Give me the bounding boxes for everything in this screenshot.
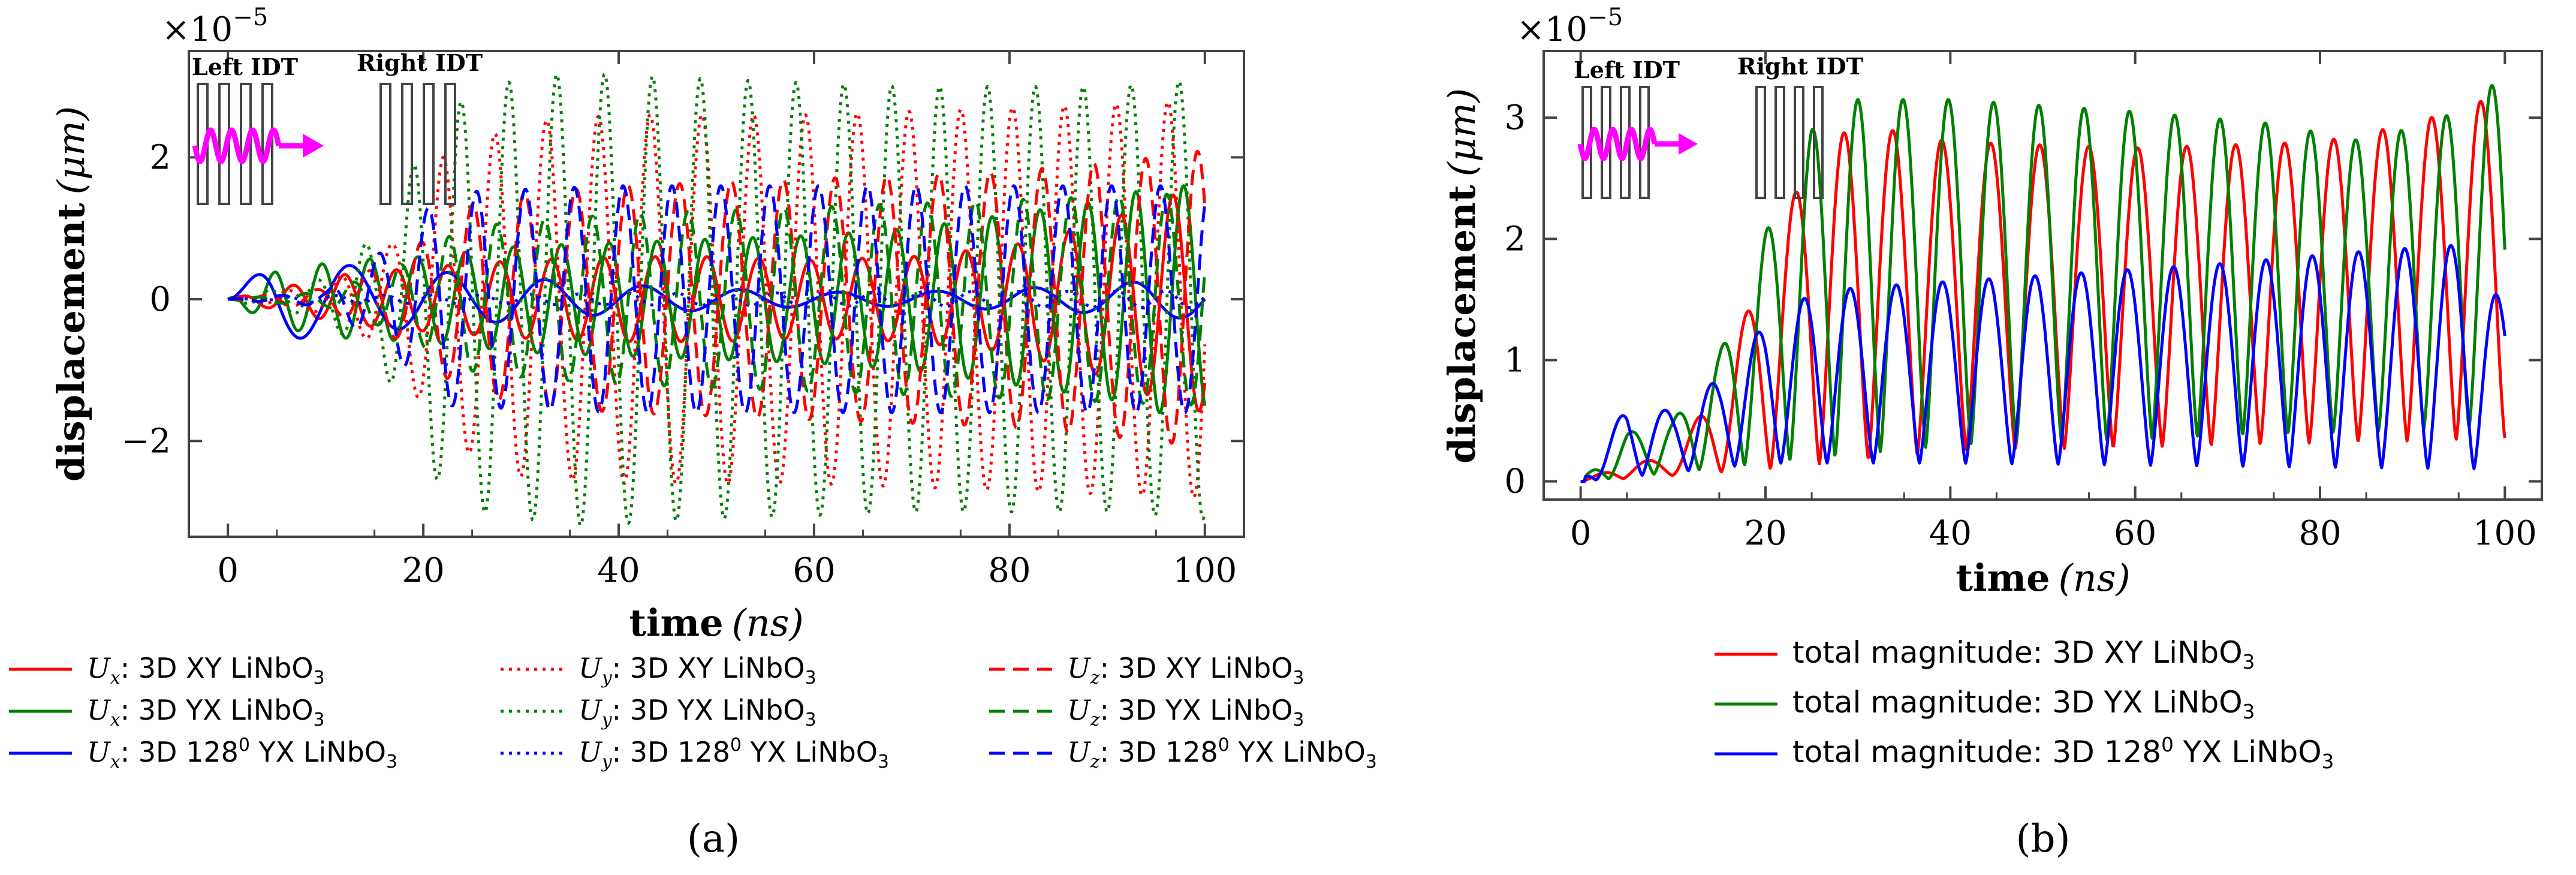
y-tick-label-a-2: 2 <box>149 138 171 177</box>
wave-arrow-icon-a <box>192 127 282 164</box>
legend-entry-a-5: Uy: 3D 1280 YX LiNbO3 <box>501 735 889 772</box>
y-multiplier-a: ×10−5 <box>162 4 268 49</box>
x-axis-label-b: time (ns) <box>1956 556 2130 600</box>
idt-inset-a: Left IDT Right IDT <box>192 49 483 205</box>
y-tick-label-b-2: 2 <box>1504 219 1526 258</box>
x-tick-label-a-3: 60 <box>793 551 835 590</box>
legend-label-a-8: Uz: 3D 1280 YX LiNbO3 <box>1067 735 1377 772</box>
series-line-b-1 <box>1580 84 2506 483</box>
x-tick-label-a-4: 80 <box>988 551 1031 590</box>
y-tick-label-b-3: 3 <box>1504 98 1526 137</box>
series-line-a-7 <box>227 193 1207 407</box>
x-tick-label-b-5: 100 <box>2473 514 2537 553</box>
y-tick-label-a-0: −2 <box>121 422 171 461</box>
right-idt-electrodes-a <box>379 83 456 205</box>
x-tick-label-b-2: 40 <box>1929 514 1972 553</box>
legend-entry-b-0: total magnitude: 3D XY LiNbO3 <box>1715 635 2255 673</box>
series-line-a-8 <box>227 184 1207 414</box>
legend-label-a-0: Ux: 3D XY LiNbO3 <box>87 652 325 688</box>
series-line-a-2 <box>227 264 1206 340</box>
x-tick-label-b-0: 0 <box>1570 514 1592 553</box>
chart-panel-b: 0 20 40 60 80 100 0 1 2 3 ×10−5 time (ns) displace… <box>1440 4 2543 600</box>
y-tick-label-b-0: 0 <box>1504 462 1526 501</box>
plot-frame-b <box>1542 50 2543 501</box>
legend-label-a-5: Uy: 3D 1280 YX LiNbO3 <box>579 735 889 772</box>
legend-label-a-3: Uy: 3D XY LiNbO3 <box>579 652 817 688</box>
series-line-a-6 <box>227 149 1207 445</box>
legend-entry-a-4: Uy: 3D YX LiNbO3 <box>501 694 817 730</box>
right-idt-label-b: Right IDT <box>1737 53 1863 80</box>
legend-label-a-6: Uz: 3D XY LiNbO3 <box>1067 652 1304 688</box>
plot-frame-a <box>188 50 1245 538</box>
x-tick-label-b-1: 20 <box>1744 514 1786 553</box>
axis-ticks-b: 0 20 40 60 80 100 0 1 2 3 <box>1504 51 2542 553</box>
chart-panel-a: 0 20 40 60 80 100 −2 0 2 ×10−5 time (ns) displace… <box>49 4 1245 645</box>
series-line-a-4 <box>227 73 1207 527</box>
legend-entry-a-2: Ux: 3D 1280 YX LiNbO3 <box>9 735 397 772</box>
x-tick-label-a-0: 0 <box>217 551 239 590</box>
x-tick-label-a-2: 40 <box>597 551 640 590</box>
arrow-head-icon-a <box>303 134 324 158</box>
x-tick-label-a-1: 20 <box>402 551 444 590</box>
legend-label-b-2: total magnitude: 3D 1280 YX LiNbO3 <box>1792 733 2334 773</box>
legend-entry-a-1: Ux: 3D YX LiNbO3 <box>9 694 325 730</box>
legend-label-a-4: Uy: 3D YX LiNbO3 <box>579 694 817 730</box>
x-axis-label-a: time (ns) <box>629 601 803 645</box>
legend-label-a-7: Uz: 3D YX LiNbO3 <box>1067 694 1304 730</box>
legend-label-a-2: Ux: 3D 1280 YX LiNbO3 <box>87 735 397 772</box>
panel-label-a: (a) <box>687 817 740 861</box>
left-idt-label-a: Left IDT <box>192 53 298 80</box>
x-tick-label-b-3: 60 <box>2114 514 2156 553</box>
legend-entry-b-2: total magnitude: 3D 1280 YX LiNbO3 <box>1715 733 2334 773</box>
series-line-a-0 <box>227 193 1207 413</box>
y-axis-label-b: displacement(μm) <box>1440 88 1484 464</box>
axis-ticks-a: 0 20 40 60 80 100 −2 0 2 <box>121 51 1244 590</box>
legend-entry-a-3: Uy: 3D XY LiNbO3 <box>501 652 817 688</box>
legend-label-a-1: Ux: 3D YX LiNbO3 <box>87 694 325 730</box>
x-tick-label-a-5: 100 <box>1173 551 1237 590</box>
legend-entry-b-1: total magnitude: 3D YX LiNbO3 <box>1715 685 2255 723</box>
series-line-b-2 <box>1580 243 2506 483</box>
legend-label-b-0: total magnitude: 3D XY LiNbO3 <box>1792 635 2255 673</box>
right-idt-label-a: Right IDT <box>357 49 483 76</box>
legend-entry-a-8: Uz: 3D 1280 YX LiNbO3 <box>989 735 1377 772</box>
legend-entry-a-6: Uz: 3D XY LiNbO3 <box>989 652 1304 688</box>
legend-a: Ux: 3D XY LiNbO3 Ux: 3D YX LiNbO3 Ux: 3D 1… <box>9 652 1377 772</box>
legend-b: total magnitude: 3D XY LiNbO3 total magni… <box>1715 635 2334 773</box>
panel-label-b: (b) <box>2016 817 2071 861</box>
x-tick-label-b-4: 80 <box>2298 514 2341 553</box>
series-group-a <box>227 73 1207 527</box>
y-tick-label-a-1: 0 <box>149 280 171 319</box>
legend-entry-a-7: Uz: 3D YX LiNbO3 <box>989 694 1304 730</box>
idt-inset-b: Left IDT Right IDT <box>1574 53 1863 199</box>
y-multiplier-b: ×10−5 <box>1517 4 1623 49</box>
legend-entry-a-0: Ux: 3D XY LiNbO3 <box>9 652 325 688</box>
series-group-b <box>1580 84 2506 483</box>
arrow-head-icon-b <box>1679 133 1698 155</box>
left-idt-label-b: Left IDT <box>1574 56 1680 83</box>
y-tick-label-b-1: 1 <box>1504 341 1526 380</box>
wave-arrow-icon-b <box>1577 127 1658 161</box>
right-idt-electrodes-b <box>1755 86 1824 199</box>
y-axis-label-a: displacement(μm) <box>49 106 93 482</box>
legend-label-b-1: total magnitude: 3D YX LiNbO3 <box>1792 685 2255 723</box>
